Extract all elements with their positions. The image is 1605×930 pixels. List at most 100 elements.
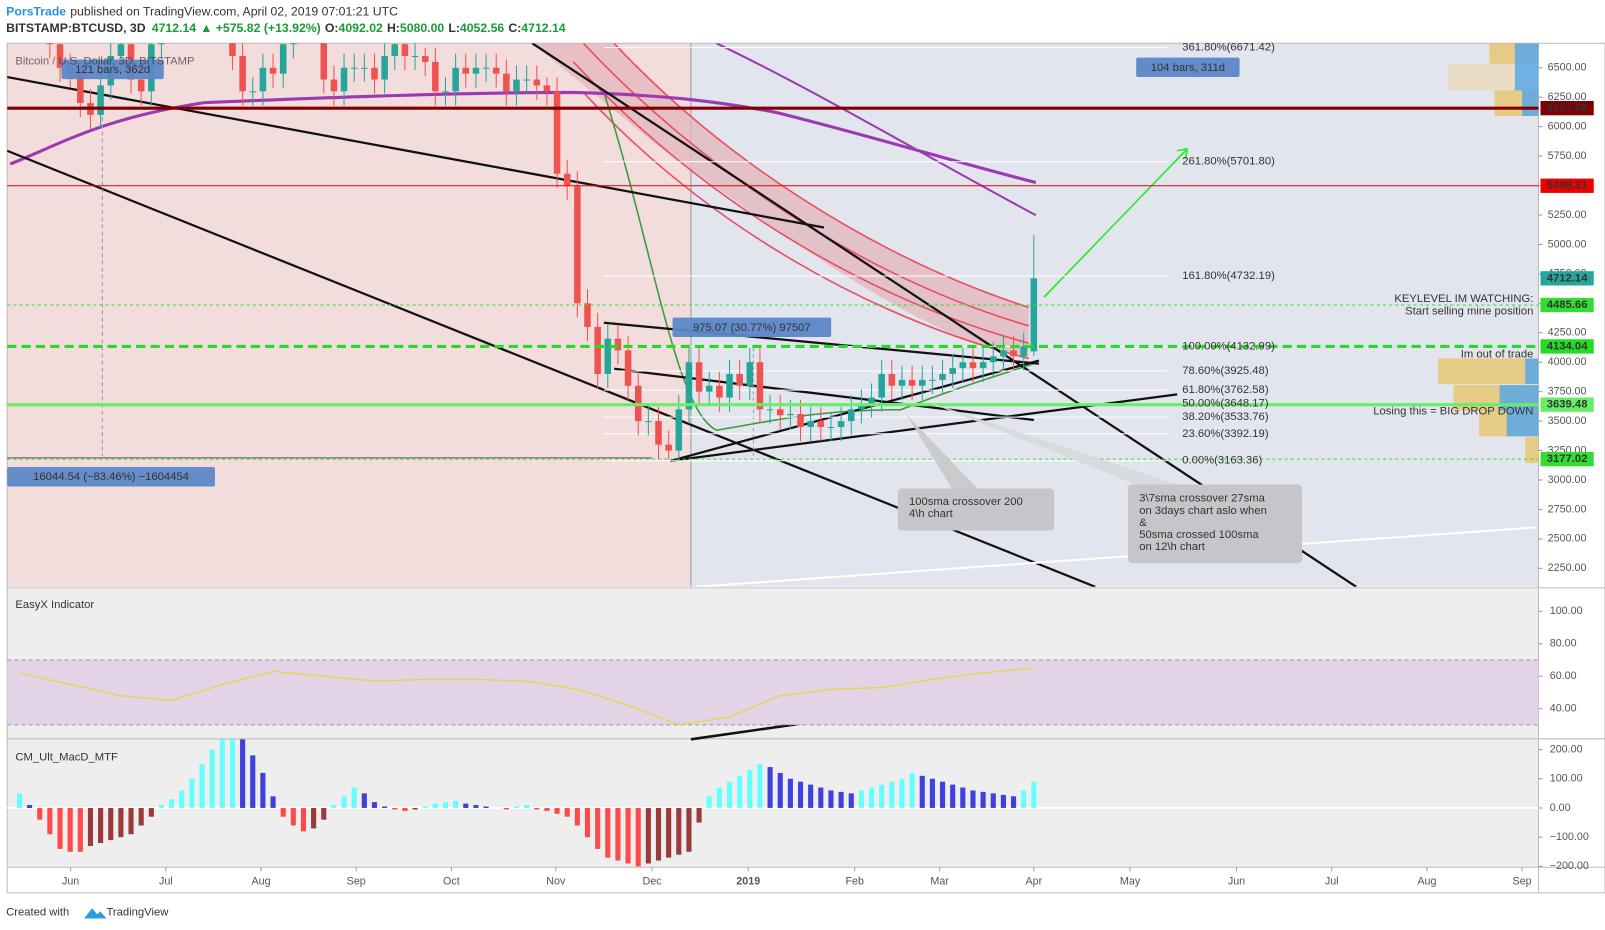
- candle-body: [949, 368, 956, 374]
- callout-text: 3\7sma crossover 27sma: [1139, 493, 1265, 505]
- candle-body: [797, 414, 804, 427]
- y-tick-label: 2250.00: [1548, 562, 1587, 574]
- candle-body: [858, 403, 865, 410]
- x-tick-label: 2019: [736, 875, 760, 887]
- macd-bar: [422, 806, 428, 808]
- pane-title: EasyX Indicator: [15, 599, 94, 611]
- macd-bar: [513, 806, 520, 808]
- purple-ma: [9, 90, 1037, 184]
- macd-bar: [574, 807, 580, 826]
- macd-bar: [534, 807, 540, 810]
- x-tick-label: Aug: [1417, 875, 1436, 887]
- x-tick-label: Jul: [1325, 875, 1339, 887]
- x-tick-label: Jun: [62, 875, 79, 887]
- candle-body: [1000, 350, 1007, 357]
- callout-pointer: [921, 399, 1178, 485]
- purple-ma: [716, 43, 1037, 217]
- fib-label: 261.80%(5701.80): [1182, 156, 1275, 168]
- y-tick-label: 6000.00: [1548, 121, 1587, 133]
- price-label-box: [1540, 178, 1594, 193]
- price-label: 3177.02: [1547, 453, 1588, 465]
- y-tick-label: 3000.00: [1548, 474, 1587, 486]
- note: Start selling mine position: [1405, 305, 1533, 317]
- y-tick-label: 3500.00: [1548, 415, 1587, 427]
- candle-body: [462, 67, 470, 74]
- change: ▲ +575.82 (+13.92%): [200, 21, 321, 35]
- candle-body: [766, 409, 774, 411]
- macd-bar: [676, 807, 682, 855]
- x-tick-label: Mar: [930, 875, 949, 887]
- macd-bar: [473, 805, 479, 808]
- measure-label: 975.07 (30.77%) 97507: [693, 322, 811, 334]
- ohlc-label: C:: [508, 21, 521, 35]
- candle-body: [969, 362, 977, 369]
- y-tick-label: 4250.00: [1548, 327, 1587, 339]
- note: Im out of trade: [1461, 348, 1534, 360]
- candle-body: [117, 44, 125, 56]
- macd-bar: [980, 791, 986, 808]
- macd-bar: [716, 787, 722, 808]
- x-tick-label: Feb: [845, 875, 864, 887]
- macd-bar: [229, 739, 236, 808]
- macd-bar: [990, 793, 996, 808]
- candle-body: [97, 85, 104, 115]
- candle-body: [503, 73, 510, 92]
- price-label-box: [1540, 451, 1594, 467]
- macd-bar: [929, 778, 935, 808]
- macd-bar: [260, 772, 266, 808]
- macd-bar: [158, 805, 165, 808]
- measure-box: [7, 467, 215, 487]
- candle-body: [898, 379, 906, 386]
- macd-bar: [524, 805, 530, 808]
- x-tick-label: Sep: [1513, 875, 1532, 887]
- macd-bar: [595, 807, 601, 849]
- macd-bar: [848, 793, 854, 808]
- fib-label: 361.80%(6671.42): [1182, 42, 1275, 54]
- candle-body: [320, 43, 328, 80]
- ohlc-label: L:: [448, 21, 460, 35]
- price-label-box: [1540, 397, 1594, 412]
- macd-bar: [189, 778, 195, 808]
- x-tick-label: Apr: [1025, 875, 1042, 887]
- macd-bar: [412, 807, 418, 810]
- macd-bar: [747, 769, 753, 808]
- macd-bar: [625, 807, 631, 864]
- header-line: PorsTrade published on TradingView.com, A…: [6, 5, 398, 19]
- macd-pane: [7, 739, 1539, 868]
- macd-bar: [128, 807, 134, 835]
- candle-body: [959, 362, 967, 369]
- candle-body: [989, 356, 997, 363]
- macd-bar: [696, 807, 702, 823]
- tv-logo: [83, 908, 107, 919]
- y-tick-label: 40.00: [1550, 702, 1577, 714]
- footer-text: Created with: [6, 906, 69, 918]
- macd-bar: [250, 755, 256, 808]
- candle-body: [979, 362, 987, 369]
- fib-label: 161.80%(4732.19): [1182, 270, 1275, 282]
- macd-bar: [1031, 781, 1037, 808]
- candle-body: [533, 79, 541, 86]
- candle-body: [432, 61, 439, 92]
- macd-bar: [37, 807, 43, 820]
- callout-text: on 3days chart aslo when: [1139, 505, 1267, 517]
- macd-bar: [382, 806, 388, 808]
- footer-brand[interactable]: TradingView: [106, 906, 169, 918]
- candle-body: [1010, 350, 1017, 357]
- candle-body: [472, 67, 480, 74]
- pane-title: CM_Ult_MacD_MTF: [15, 752, 118, 764]
- measure-box: [672, 317, 832, 338]
- macd-bar: [67, 807, 73, 852]
- candle-body: [624, 350, 632, 386]
- ma-ribbon: [532, 43, 1029, 359]
- y-tick-label: 100.00: [1550, 605, 1583, 617]
- macd-bar: [950, 784, 956, 808]
- macd-bar: [666, 807, 672, 858]
- candle-body: [259, 67, 267, 92]
- price-label-box: [1540, 100, 1594, 116]
- macd-bar: [767, 767, 773, 808]
- candle-body: [888, 373, 896, 386]
- y-tick-label: −200.00: [1550, 860, 1589, 872]
- y-tick-label: 5750.00: [1548, 150, 1587, 162]
- author[interactable]: PorsTrade: [6, 5, 66, 19]
- macd-bar: [503, 807, 509, 810]
